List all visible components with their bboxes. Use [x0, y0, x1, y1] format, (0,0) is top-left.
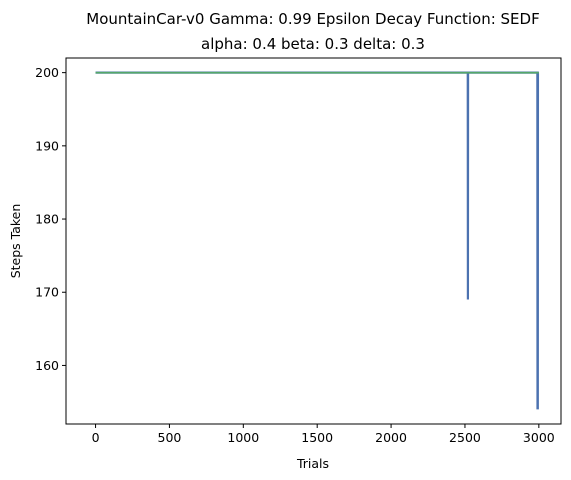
x-tick-label: 1000 — [227, 430, 259, 445]
y-tick-label: 200 — [35, 65, 59, 80]
y-axis-label: Steps Taken — [8, 204, 23, 279]
axes-frame — [65, 57, 562, 425]
x-tick-label: 500 — [158, 430, 182, 445]
y-axis: 160 170 180 190 200 — [35, 65, 66, 373]
x-axis: 0 500 1000 1500 2000 2500 3000 — [92, 424, 555, 445]
series-line-1 — [95, 71, 540, 410]
chart-title-line-2: alpha: 0.4 beta: 0.3 delta: 0.3 — [201, 35, 425, 53]
x-tick-label: 2000 — [375, 430, 407, 445]
y-tick-label: 180 — [35, 212, 59, 227]
y-tick-label: 190 — [35, 138, 59, 153]
x-tick-label: 0 — [92, 430, 100, 445]
x-tick-label: 1500 — [301, 430, 333, 445]
y-tick-label: 160 — [35, 358, 59, 373]
y-tick-label: 170 — [35, 285, 59, 300]
x-tick-label: 2500 — [449, 430, 481, 445]
plot-area — [95, 71, 540, 410]
chart-title-line-1: MountainCar-v0 Gamma: 0.99 Epsilon Decay… — [86, 10, 539, 28]
x-axis-label: Trials — [296, 456, 329, 471]
x-tick-label: 3000 — [523, 430, 555, 445]
chart-title: MountainCar-v0 Gamma: 0.99 Epsilon Decay… — [86, 10, 539, 53]
